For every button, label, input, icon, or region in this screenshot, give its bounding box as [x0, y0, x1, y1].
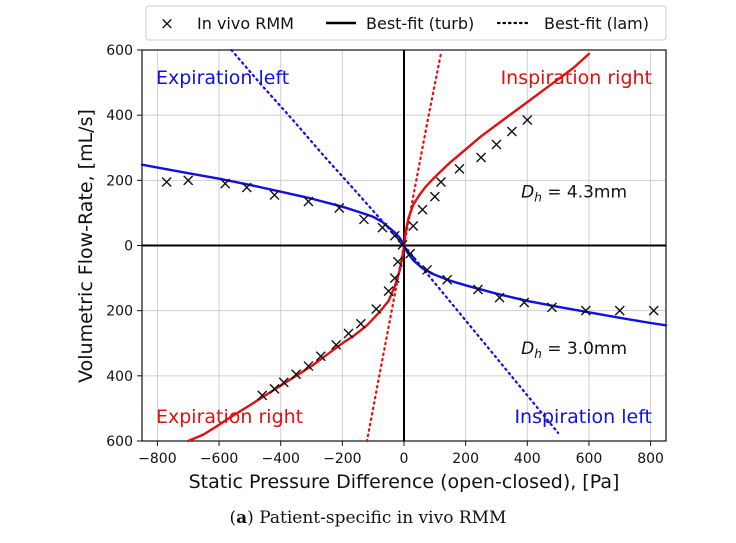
data-point-marker [435, 176, 446, 187]
data-point-marker [315, 351, 326, 362]
y-tick-label: 200 [106, 173, 133, 189]
quadrant-labels: Expiration left Inspiration right Expirati… [156, 67, 652, 428]
caption-text: Patient-specific in vivo RMM [259, 508, 507, 528]
y-tick-label: 400 [106, 369, 133, 385]
data-point-marker [269, 383, 280, 394]
data-point-marker [355, 318, 366, 329]
data-point-marker [383, 286, 394, 297]
best-fit-turb-line [140, 163, 406, 247]
x-tick-label: 0 [400, 451, 409, 467]
value: = 3.0mm [542, 339, 627, 359]
data-point-marker [257, 390, 268, 401]
data-point-marker [522, 115, 533, 126]
data-point-marker [331, 339, 342, 350]
data-point-marker [161, 176, 172, 187]
data-point-marker [614, 305, 625, 316]
data-point-marker [506, 126, 517, 137]
best-fit-turb-line [402, 52, 591, 247]
x-tick-label: 600 [576, 451, 603, 467]
data-point-marker [303, 196, 314, 207]
caption-letter: a [236, 508, 248, 528]
data-point-marker [241, 182, 252, 193]
x-tick-label: −200 [323, 451, 361, 467]
data-point-marker [405, 248, 416, 259]
x-tick-label: −800 [138, 451, 176, 467]
data-point-marker [278, 377, 289, 388]
data-point-marker [454, 163, 465, 174]
data-point-marker [546, 302, 557, 313]
data-point-marker [476, 152, 487, 163]
data-point-marker [422, 264, 433, 275]
data-point-marker [269, 190, 280, 200]
x-tick-label: −400 [261, 451, 299, 467]
y-tick-label: 600 [106, 434, 133, 450]
x-axis-label: Static Pressure Difference (open-closed)… [189, 471, 620, 493]
chart: −800 −600 −400 −200 0 200 400 600 800 600 400 200 0 2… [0, 0, 736, 508]
plot-background [0, 0, 736, 508]
y-tick-label: 200 [106, 304, 133, 320]
x-tick-label: 200 [452, 451, 479, 467]
data-point-marker [472, 284, 483, 295]
data-point-marker [648, 305, 659, 316]
data-point-marker [519, 297, 530, 308]
data-point-marker [358, 214, 369, 225]
symbol: D [521, 183, 534, 203]
data-point-marker [408, 220, 419, 231]
quadrant-label: Expiration right [156, 406, 303, 428]
data-point-marker [491, 139, 502, 150]
data-point-marker [220, 178, 231, 189]
subscript: h [534, 191, 542, 205]
data-point-marker [429, 191, 440, 202]
quadrant-label: Inspiration right [501, 67, 652, 89]
hydraulic-diameter-label: Dh = 3.0mm [521, 339, 627, 361]
data-point-marker [442, 274, 453, 285]
data-point-marker [183, 175, 194, 186]
legend-label: Best-fit (lam) [544, 14, 649, 33]
best-fit-lam-line [402, 52, 443, 247]
legend: × In vivo RMM Best-fit (turb) Best-fit (lam… [145, 5, 667, 41]
quadrant-label: Expiration left [156, 67, 289, 89]
data-point-marker [389, 273, 400, 284]
data-point-marker [392, 256, 403, 267]
data-point-marker [303, 361, 314, 372]
y-tick-label: 600 [106, 43, 133, 59]
x-tick-label: −600 [200, 451, 238, 467]
best-fit-turb-line [186, 244, 406, 443]
hydraulic-diameter-label: Dh = 4.3mm [521, 183, 627, 205]
quadrant-label: Inspiration left [514, 406, 652, 428]
y-axis-label: Volumetric Flow-Rate, [mL/s] [75, 109, 97, 383]
legend-box [145, 5, 667, 41]
best-fit-lam-line [402, 244, 560, 434]
data-point-marker [417, 204, 428, 215]
data-point-marker [580, 305, 591, 316]
ticks: −800 −600 −400 −200 0 200 400 600 800 600 400 200 0 2… [106, 43, 664, 467]
data-point-marker [494, 292, 505, 303]
legend-label: In vivo RMM [197, 14, 294, 33]
best-fit-lam-line [365, 244, 406, 443]
data-point-marker [291, 369, 302, 380]
x-tick-label: 800 [637, 451, 664, 467]
value: = 4.3mm [542, 183, 627, 203]
figure-caption: (a) Patient-specific in vivo RMM [229, 508, 507, 528]
subscript: h [534, 347, 542, 361]
data-point-marker [389, 230, 400, 241]
data-point-marker [343, 328, 354, 339]
data-point-marker [371, 304, 382, 315]
data-point-marker [334, 203, 345, 214]
y-tick-label: 400 [106, 108, 133, 124]
x-tick-label: 400 [514, 451, 541, 467]
data-point-marker [397, 239, 408, 250]
symbol: D [521, 339, 534, 359]
data-point-marker [377, 222, 388, 233]
legend-label: Best-fit (turb) [366, 14, 474, 33]
best-fit-turb-line [402, 244, 668, 327]
series-layer [140, 48, 668, 443]
legend-marker-icon: × [160, 14, 174, 34]
y-tick-label: 0 [124, 239, 133, 255]
